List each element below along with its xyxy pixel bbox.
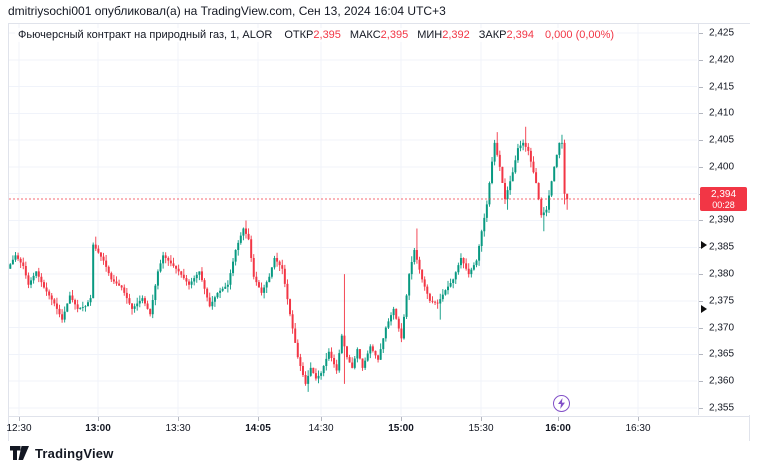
- price-tick-label: 2,380: [709, 268, 735, 280]
- price-tick-label: 2,425: [709, 27, 735, 39]
- time-tick-label: 14:30: [308, 423, 334, 434]
- time-tick-label: 13:30: [165, 423, 191, 434]
- price-tick-mark: [699, 300, 703, 302]
- price-tick-mark: [699, 33, 703, 34]
- price-tick-mark: [699, 381, 703, 383]
- price-tick-label: 2,400: [709, 161, 735, 173]
- time-tick-label: 16:00: [545, 423, 571, 434]
- price-tick-label: 2,420: [709, 54, 735, 66]
- price-tick-mark: [699, 140, 703, 142]
- price-tick-mark: [699, 274, 703, 276]
- tradingview-logo-icon: [10, 446, 29, 460]
- time-tick-label: 15:30: [468, 423, 494, 434]
- time-tick-label: 15:00: [388, 423, 414, 434]
- price-tick-mark: [699, 59, 703, 61]
- price-tick-mark: [699, 166, 703, 168]
- time-tick-mark: [638, 417, 639, 421]
- price-axis[interactable]: 2,394 00:28 2,425 2,420 2,415 2,410 2,405 2,4…: [698, 24, 750, 415]
- events-lightning-button[interactable]: [553, 395, 570, 412]
- time-tick-label: 13:00: [85, 423, 111, 434]
- last-price-value: 2,394: [710, 188, 737, 200]
- price-tick-label: 2,370: [709, 322, 735, 334]
- price-tick-mark: [699, 327, 703, 329]
- chart-plot-area[interactable]: [9, 24, 697, 415]
- price-tick-label: 2,405: [709, 134, 735, 146]
- price-marker-arrow-icon: [701, 304, 707, 313]
- price-tick-mark: [699, 220, 703, 222]
- time-tick-mark: [178, 417, 179, 421]
- candlestick-chart[interactable]: [9, 24, 697, 415]
- time-tick-mark: [98, 417, 99, 421]
- footer-brand[interactable]: TradingView: [10, 446, 114, 461]
- price-tick-label: 2,365: [709, 348, 735, 360]
- time-tick-mark: [481, 417, 482, 421]
- chart-legend: Фьючерсный контракт на природный газ, 1,…: [15, 28, 618, 42]
- price-tick-label: 2,360: [709, 375, 735, 387]
- legend-high: МАКС2,395: [349, 29, 409, 41]
- price-tick-label: 2,415: [709, 81, 735, 93]
- time-tick-label: 16:30: [625, 423, 651, 434]
- time-tick-label: 14:05: [245, 423, 271, 434]
- price-tick-label: 2,375: [709, 295, 735, 307]
- time-tick-mark: [19, 417, 20, 421]
- share-header-text: dmitriysochi001 опубликовал(а) на Tradin…: [8, 4, 446, 18]
- price-tick-label: 2,410: [709, 107, 735, 119]
- time-axis[interactable]: 12:30 13:00 13:30 14:05 14:30 15:00 15:30 16:00…: [6, 416, 749, 441]
- legend-low: МИН2,392: [417, 29, 470, 41]
- last-price-label: 2,394 00:28: [700, 187, 747, 212]
- time-tick-mark: [401, 417, 402, 421]
- price-tick-mark: [699, 86, 703, 88]
- price-tick-label: 2,385: [709, 241, 735, 253]
- time-tick-label: 12:30: [6, 423, 32, 434]
- legend-change: 0,000 (0,00%): [545, 29, 615, 41]
- time-tick-mark: [558, 417, 559, 421]
- price-tick-mark: [699, 407, 703, 409]
- down-candle-bodies: [17, 142, 569, 384]
- price-marker-arrow-icon: [701, 240, 707, 249]
- price-tick-label: 2,390: [709, 214, 735, 226]
- price-tick-mark: [699, 113, 703, 115]
- time-tick-mark: [321, 417, 322, 421]
- symbol-title: Фьючерсный контракт на природный газ, 1,…: [18, 29, 273, 41]
- lightning-icon: [558, 398, 565, 409]
- legend-close: ЗАКР2,394: [478, 29, 534, 41]
- chart-widget: Фьючерсный контракт на природный газ, 1,…: [6, 23, 750, 441]
- up-candle-bodies: [9, 142, 563, 384]
- legend-open: ОТКР2,395: [284, 29, 341, 41]
- bar-countdown: 00:28: [712, 199, 735, 210]
- tradingview-brand-text: TradingView: [35, 446, 114, 461]
- price-tick-label: 2,355: [709, 402, 735, 414]
- time-tick-mark: [258, 417, 259, 421]
- price-tick-mark: [699, 354, 703, 356]
